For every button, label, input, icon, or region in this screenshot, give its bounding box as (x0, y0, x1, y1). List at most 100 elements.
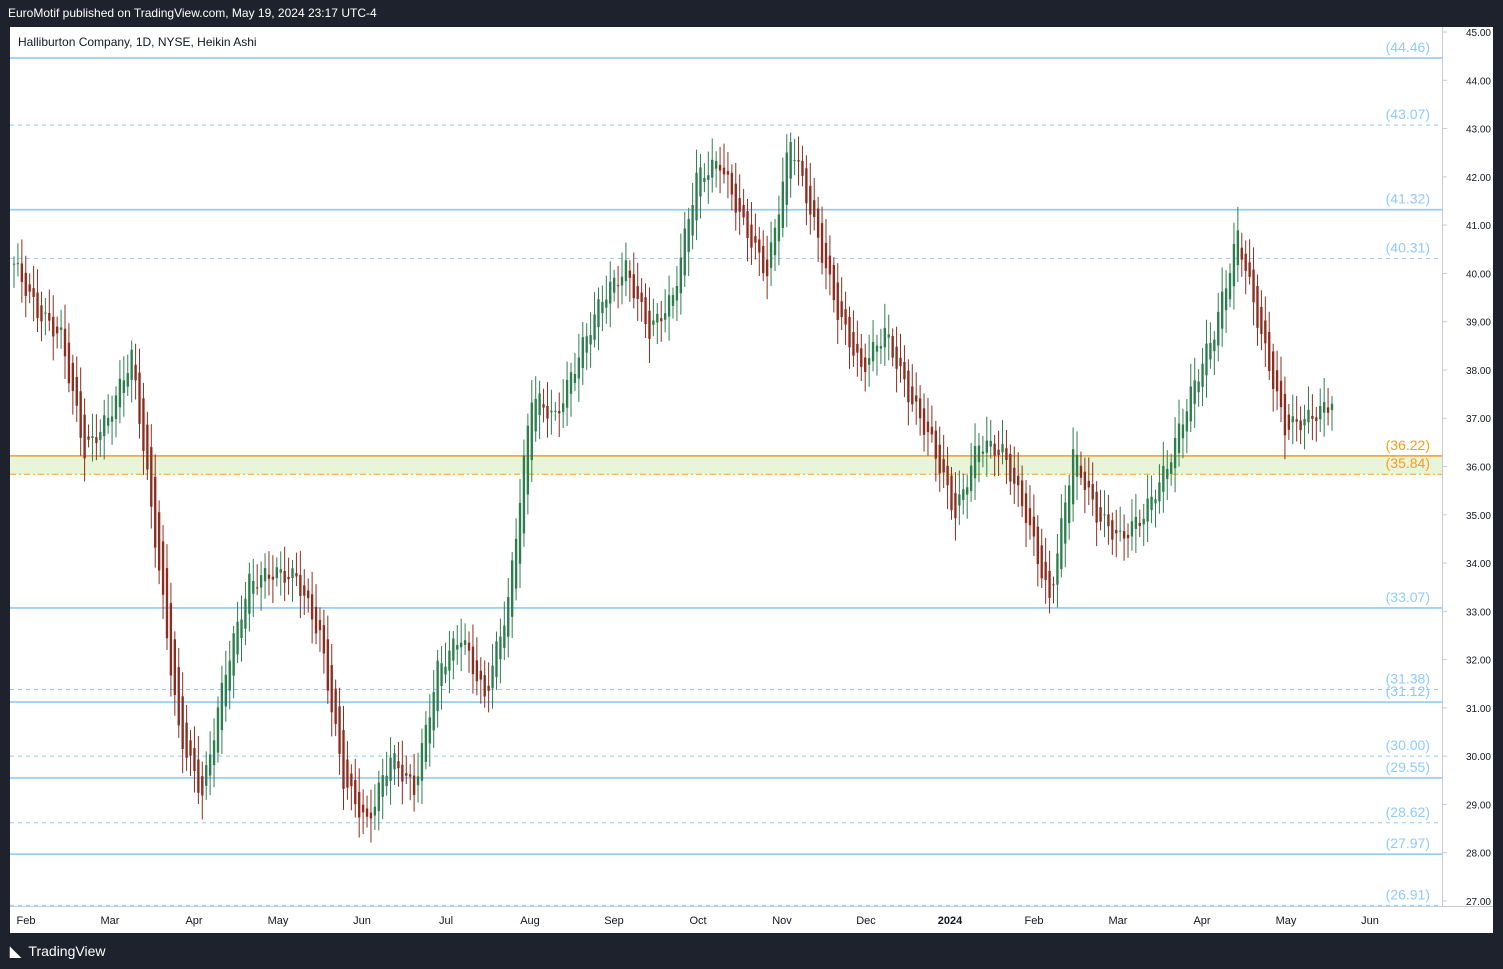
candle-body (958, 494, 961, 506)
price-tick-label: 29.00 (1466, 800, 1491, 811)
time-axis[interactable]: Feb Mar Apr May Jun Jul Aug Sep Oct Nov Dec 2024 Feb… (10, 907, 1493, 934)
candle-body (322, 625, 326, 654)
candle-body (636, 286, 639, 299)
candle-body (142, 398, 145, 451)
price-tick-label: 30.00 (1466, 752, 1491, 763)
candle-body (569, 372, 573, 394)
candle-body (981, 451, 985, 454)
time-tick-label: Mar (101, 915, 120, 927)
candle-body (993, 443, 996, 456)
price-axis[interactable]: 45.00 44.00 43.00 42.00 41.00 40.00 39.00 38.00… (1443, 27, 1494, 908)
candle-body (1024, 493, 1028, 523)
candle-body (1122, 531, 1126, 539)
candle-body (546, 405, 549, 419)
time-tick-label: 2024 (938, 915, 963, 927)
candle-body (930, 426, 934, 435)
candle-body (1138, 522, 1141, 526)
candle-body (809, 185, 812, 215)
time-tick-label: Feb (1025, 915, 1044, 927)
candle-body (208, 754, 212, 776)
candle-body (883, 327, 886, 348)
candle-body (777, 214, 781, 242)
candle-body (554, 410, 557, 412)
candle-body (318, 620, 322, 631)
price-scale[interactable]: 45.00 44.00 43.00 42.00 41.00 40.00 39.00 38.00… (1442, 27, 1494, 908)
candle-body (118, 378, 122, 408)
candle-body (675, 285, 679, 301)
chart-canvas[interactable]: (44.46) (43.07) (41.32) (40.31) (36.22) (35.8… (10, 27, 1442, 906)
time-scale[interactable]: Feb Mar Apr May Jun Jul Aug Sep Oct Nov Dec 2024 Feb… (10, 906, 1493, 933)
candle-body (565, 379, 569, 408)
candle-body (1005, 448, 1008, 460)
candle-body (342, 730, 345, 789)
candle-body (1126, 534, 1130, 539)
candle-body (1060, 518, 1063, 570)
level-label: (30.00) (1386, 737, 1430, 753)
price-tick-label: 28.00 (1466, 849, 1491, 860)
price-tick-label: 33.00 (1466, 607, 1491, 618)
candle-body (1009, 454, 1012, 482)
candle-body (691, 205, 694, 236)
candle-body (1166, 468, 1169, 479)
candle-body (460, 642, 463, 648)
candle-body (620, 276, 624, 286)
candle-body (1315, 417, 1318, 422)
candle-body (997, 449, 1000, 455)
candle-body (507, 596, 510, 637)
candle-body (581, 337, 584, 369)
level-label: (35.84) (1386, 455, 1430, 471)
candle-body (463, 640, 467, 645)
candle-body (503, 625, 506, 648)
candle-body (1017, 475, 1020, 486)
candle-body (699, 167, 702, 197)
candle-body (169, 603, 173, 676)
chart-pane[interactable]: (44.46) (43.07) (41.32) (40.31) (36.22) (35.8… (10, 27, 1442, 906)
candle-body (16, 263, 20, 265)
candle-body (205, 765, 208, 786)
candle-body (1303, 418, 1306, 426)
candle-body (1064, 502, 1067, 544)
candle-body (1291, 416, 1294, 423)
candle-body (1224, 288, 1228, 311)
candle-body (714, 161, 718, 169)
candle-body (1181, 424, 1185, 439)
level-label: (44.46) (1386, 39, 1430, 55)
candle-body (232, 633, 235, 676)
candle-body (781, 181, 785, 228)
candle-body (954, 492, 957, 519)
candle-body (746, 211, 749, 239)
price-tick-label: 41.00 (1466, 221, 1491, 232)
candle-body (1232, 243, 1236, 287)
candle-body (377, 782, 380, 812)
time-tick-label: Feb (17, 915, 36, 927)
candle-body (1130, 521, 1134, 537)
candle-body (1111, 520, 1114, 540)
candle-body (758, 239, 761, 253)
candle-body (942, 459, 945, 473)
price-tick-label: 36.00 (1466, 463, 1491, 474)
candle-body (856, 343, 859, 353)
candle-body (750, 224, 753, 248)
candle-body (601, 301, 604, 314)
candle-body (1189, 386, 1192, 422)
candle-body (1119, 530, 1122, 532)
candle-body (1040, 545, 1043, 579)
time-tick-label: Apr (1193, 915, 1210, 927)
candle-body (424, 724, 428, 762)
candle-body (1083, 471, 1087, 490)
candle-body (32, 287, 35, 298)
time-tick-label: Dec (856, 915, 876, 927)
candle-body (1275, 370, 1279, 392)
candle-body (1115, 529, 1118, 534)
candle-body (969, 465, 973, 491)
time-tick-label: May (268, 915, 289, 927)
candle-body (373, 806, 377, 816)
candle-body (1295, 419, 1298, 422)
candle-body (887, 334, 890, 338)
level-label: (31.12) (1386, 683, 1430, 699)
candle-body (1264, 320, 1267, 344)
candle-body (773, 227, 777, 256)
candle-body (287, 576, 290, 580)
candle-body (224, 674, 227, 707)
candle-body (1326, 407, 1330, 413)
